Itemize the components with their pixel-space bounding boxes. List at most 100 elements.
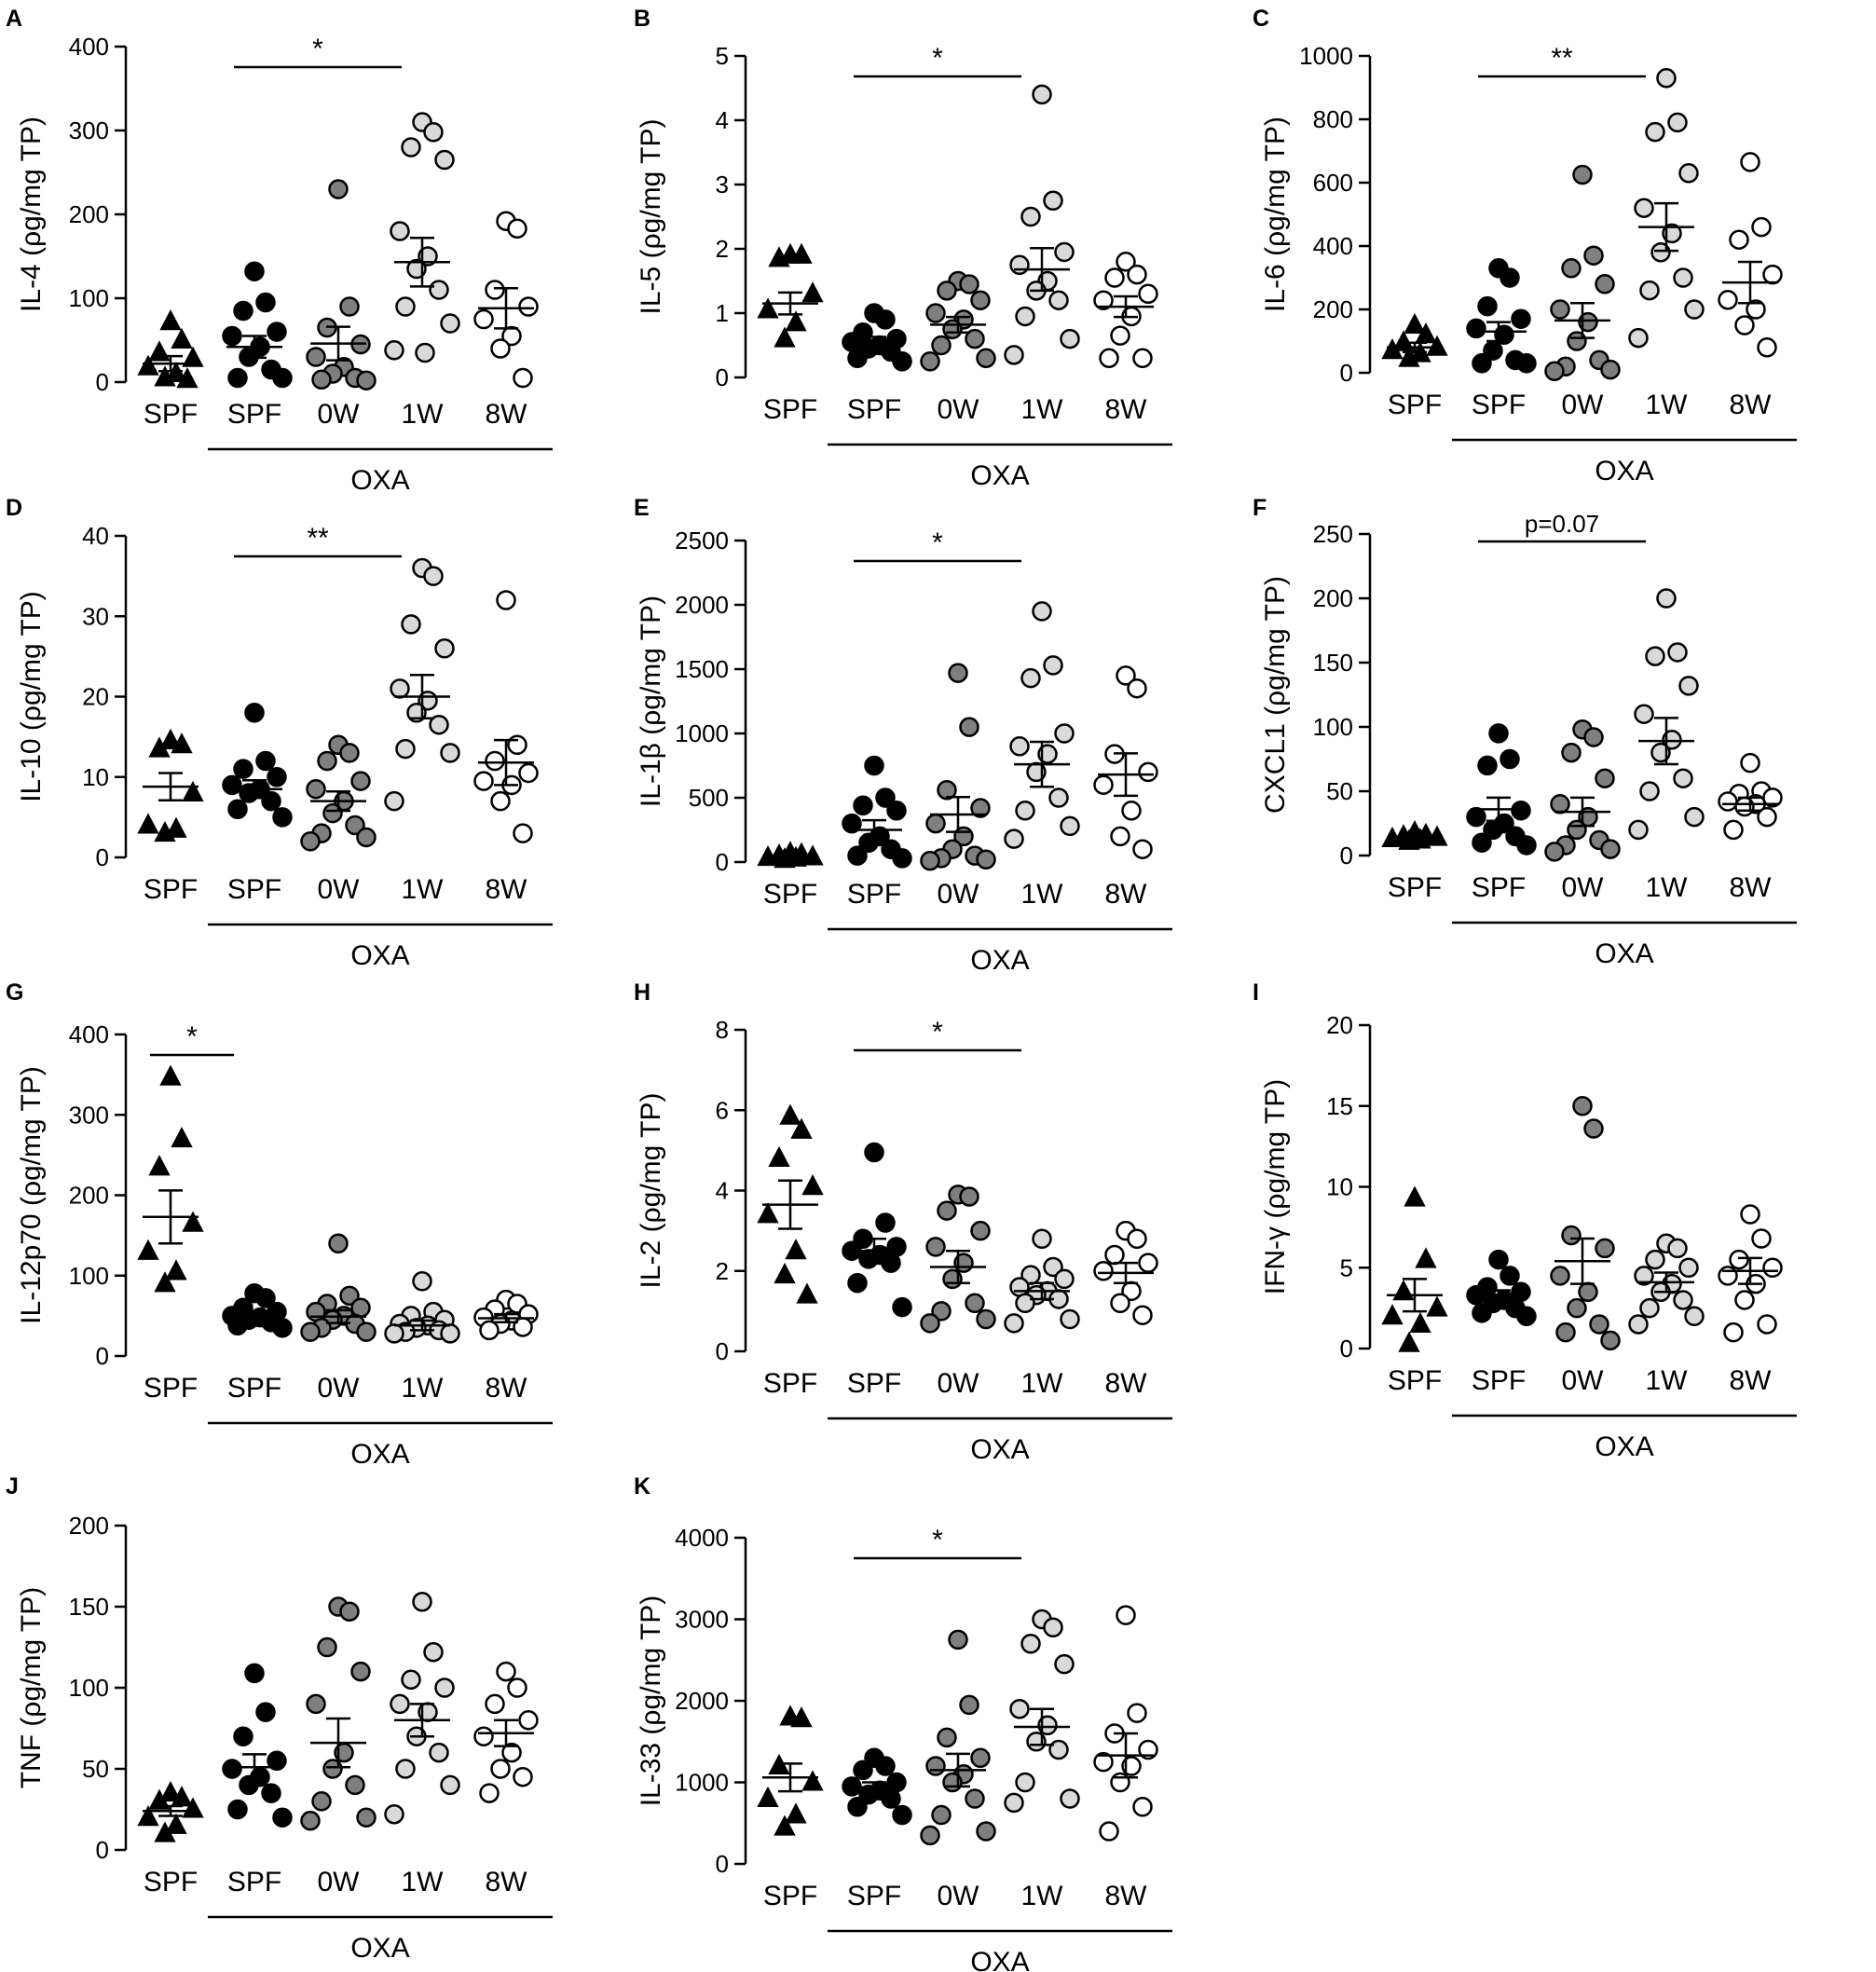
data-point bbox=[925, 1237, 946, 1257]
group-label: OXA bbox=[970, 1434, 1029, 1465]
data-point bbox=[1656, 68, 1677, 89]
panel-label: E bbox=[634, 495, 650, 521]
data-point bbox=[1762, 264, 1783, 285]
data-point bbox=[137, 1805, 159, 1827]
data-point bbox=[261, 790, 281, 812]
data-point bbox=[513, 1766, 533, 1787]
data-point bbox=[339, 1285, 360, 1307]
group-label: OXA bbox=[1595, 1431, 1653, 1462]
y-tick-label: 15 bbox=[1326, 1092, 1353, 1120]
data-point bbox=[920, 351, 940, 372]
data-point bbox=[1595, 1238, 1615, 1259]
x-tick-label: 8W bbox=[1730, 1365, 1773, 1396]
data-point bbox=[501, 325, 522, 347]
y-tick-label: 100 bbox=[69, 1674, 109, 1702]
significance-label: ** bbox=[1551, 43, 1573, 74]
y-tick-label: 100 bbox=[69, 284, 109, 312]
data-point bbox=[518, 762, 539, 784]
x-tick-label: SPF bbox=[1388, 1365, 1442, 1396]
data-point bbox=[1645, 121, 1665, 143]
data-point bbox=[395, 1759, 416, 1779]
x-tick-label: 8W bbox=[486, 874, 528, 905]
data-point bbox=[440, 1323, 460, 1344]
x-tick-label: 1W bbox=[1646, 872, 1689, 903]
y-tick-label: 0 bbox=[96, 1342, 109, 1370]
data-point bbox=[1684, 806, 1705, 828]
data-point bbox=[1751, 1228, 1772, 1249]
chart-panel-h: H 0 2 4 6 8 IL-2 (ρg/mg TP) SPF SPF 0W 1W 8W OXA * bbox=[634, 979, 1172, 1465]
data-point bbox=[1667, 1238, 1688, 1259]
data-point bbox=[1740, 1204, 1760, 1225]
data-point bbox=[1015, 801, 1035, 821]
panel-label: J bbox=[6, 1473, 19, 1500]
data-point bbox=[920, 1825, 940, 1846]
data-point bbox=[350, 771, 371, 791]
data-point bbox=[159, 1064, 182, 1086]
data-point bbox=[925, 303, 946, 323]
data-point bbox=[507, 218, 527, 240]
data-point bbox=[233, 759, 253, 779]
data-point bbox=[485, 750, 505, 772]
data-point bbox=[925, 1756, 946, 1776]
y-tick-label: 200 bbox=[69, 1512, 109, 1540]
data-point bbox=[970, 290, 991, 310]
group-label: OXA bbox=[970, 945, 1029, 976]
data-point bbox=[1673, 267, 1693, 288]
data-point bbox=[976, 348, 996, 369]
chart-panel-c: C 0 200 400 600 800 1000 IL-6 (ρg/mg TP) SPF SPF 0… bbox=[1253, 6, 1797, 486]
x-tick-label: SPF bbox=[763, 394, 817, 425]
data-point bbox=[255, 750, 276, 772]
data-point bbox=[864, 1142, 884, 1163]
data-point bbox=[1009, 254, 1030, 275]
data-point bbox=[1116, 665, 1136, 686]
data-point bbox=[1426, 825, 1448, 846]
data-point bbox=[356, 1322, 377, 1342]
data-point bbox=[892, 848, 912, 869]
data-point bbox=[272, 807, 293, 828]
data-point bbox=[227, 1799, 248, 1820]
significance-label: * bbox=[932, 527, 943, 558]
data-point bbox=[920, 850, 940, 871]
data-point bbox=[1043, 190, 1063, 211]
data-point bbox=[976, 1308, 996, 1330]
x-tick-label: SPF bbox=[227, 399, 281, 430]
data-point bbox=[1415, 1247, 1437, 1268]
data-point bbox=[390, 678, 410, 699]
y-tick-label: 50 bbox=[1326, 777, 1353, 805]
data-point bbox=[1043, 1617, 1063, 1637]
x-tick-label: SPF bbox=[763, 1881, 817, 1911]
data-point bbox=[801, 281, 824, 303]
data-point bbox=[1477, 295, 1498, 317]
panel-label: A bbox=[6, 6, 22, 32]
y-tick-label: 200 bbox=[1313, 295, 1353, 323]
data-point bbox=[886, 1772, 907, 1793]
data-point bbox=[1132, 348, 1153, 369]
data-point bbox=[356, 1807, 377, 1828]
data-point bbox=[233, 300, 253, 322]
y-tick-label: 400 bbox=[69, 1020, 109, 1048]
data-point bbox=[1578, 1281, 1598, 1303]
y-tick-label: 300 bbox=[69, 1101, 109, 1129]
data-point bbox=[1138, 1253, 1158, 1273]
data-point bbox=[1583, 245, 1604, 266]
chart-panel-b: B 0 1 2 3 4 5 IL-5 (ρg/mg TP) SPF SPF 0W 1W 8W OXA * bbox=[634, 6, 1172, 491]
data-point bbox=[801, 844, 824, 866]
data-point bbox=[390, 221, 410, 241]
x-tick-label: 0W bbox=[938, 879, 980, 910]
group-label: OXA bbox=[350, 1933, 409, 1964]
data-point bbox=[959, 274, 979, 294]
data-point bbox=[1511, 308, 1531, 329]
data-point bbox=[774, 326, 796, 348]
y-tick-label: 1 bbox=[716, 299, 729, 327]
data-point bbox=[937, 281, 957, 301]
data-point bbox=[1550, 299, 1570, 320]
y-tick-label: 0 bbox=[96, 1836, 109, 1864]
data-point bbox=[440, 743, 460, 763]
data-point bbox=[165, 1813, 187, 1834]
data-point bbox=[931, 1804, 952, 1826]
data-point bbox=[1667, 642, 1688, 663]
data-point bbox=[1639, 1297, 1660, 1319]
group-label: OXA bbox=[1595, 456, 1653, 486]
data-point bbox=[518, 296, 539, 317]
y-axis-label: IL-5 (ρg/mg TP) bbox=[636, 119, 666, 315]
